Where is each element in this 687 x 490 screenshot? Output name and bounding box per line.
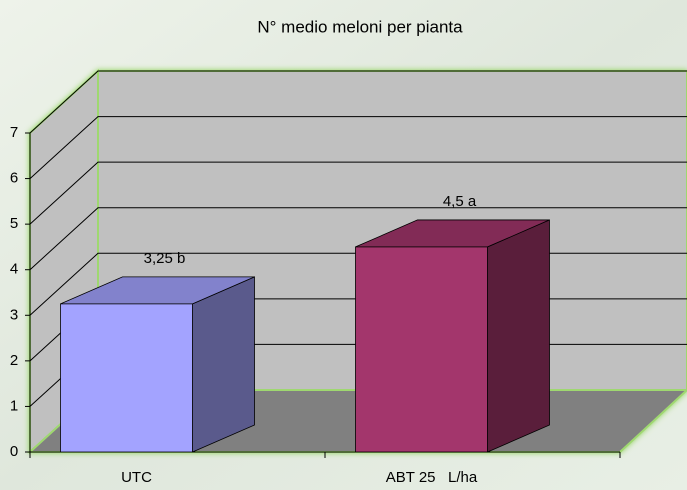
grid-line (29, 70, 687, 134)
y-tick-label: 3 (10, 306, 18, 323)
grid-line (29, 161, 687, 225)
y-tick-label: 2 (10, 352, 18, 369)
bar-side (192, 276, 255, 453)
bar-side (487, 219, 550, 453)
y-tick-label: 4 (10, 261, 18, 278)
bar (355, 246, 488, 453)
bar (60, 303, 193, 453)
value-label: 3,25 b (144, 250, 186, 267)
y-tick-label: 1 (10, 397, 18, 414)
grid-line (29, 116, 687, 179)
y-tick-label: 6 (10, 170, 18, 187)
chart-title: N° medio meloni per pianta (257, 17, 463, 36)
grid-line (29, 207, 687, 271)
y-tick-label: 0 (10, 443, 18, 460)
value-label: 4,5 a (443, 193, 477, 210)
x-tick-label: ABT 25 L/ha (386, 469, 478, 486)
x-tick-label: UTC (121, 469, 152, 486)
y-tick-label: 7 (10, 124, 18, 141)
y-tick-label: 5 (10, 215, 18, 232)
